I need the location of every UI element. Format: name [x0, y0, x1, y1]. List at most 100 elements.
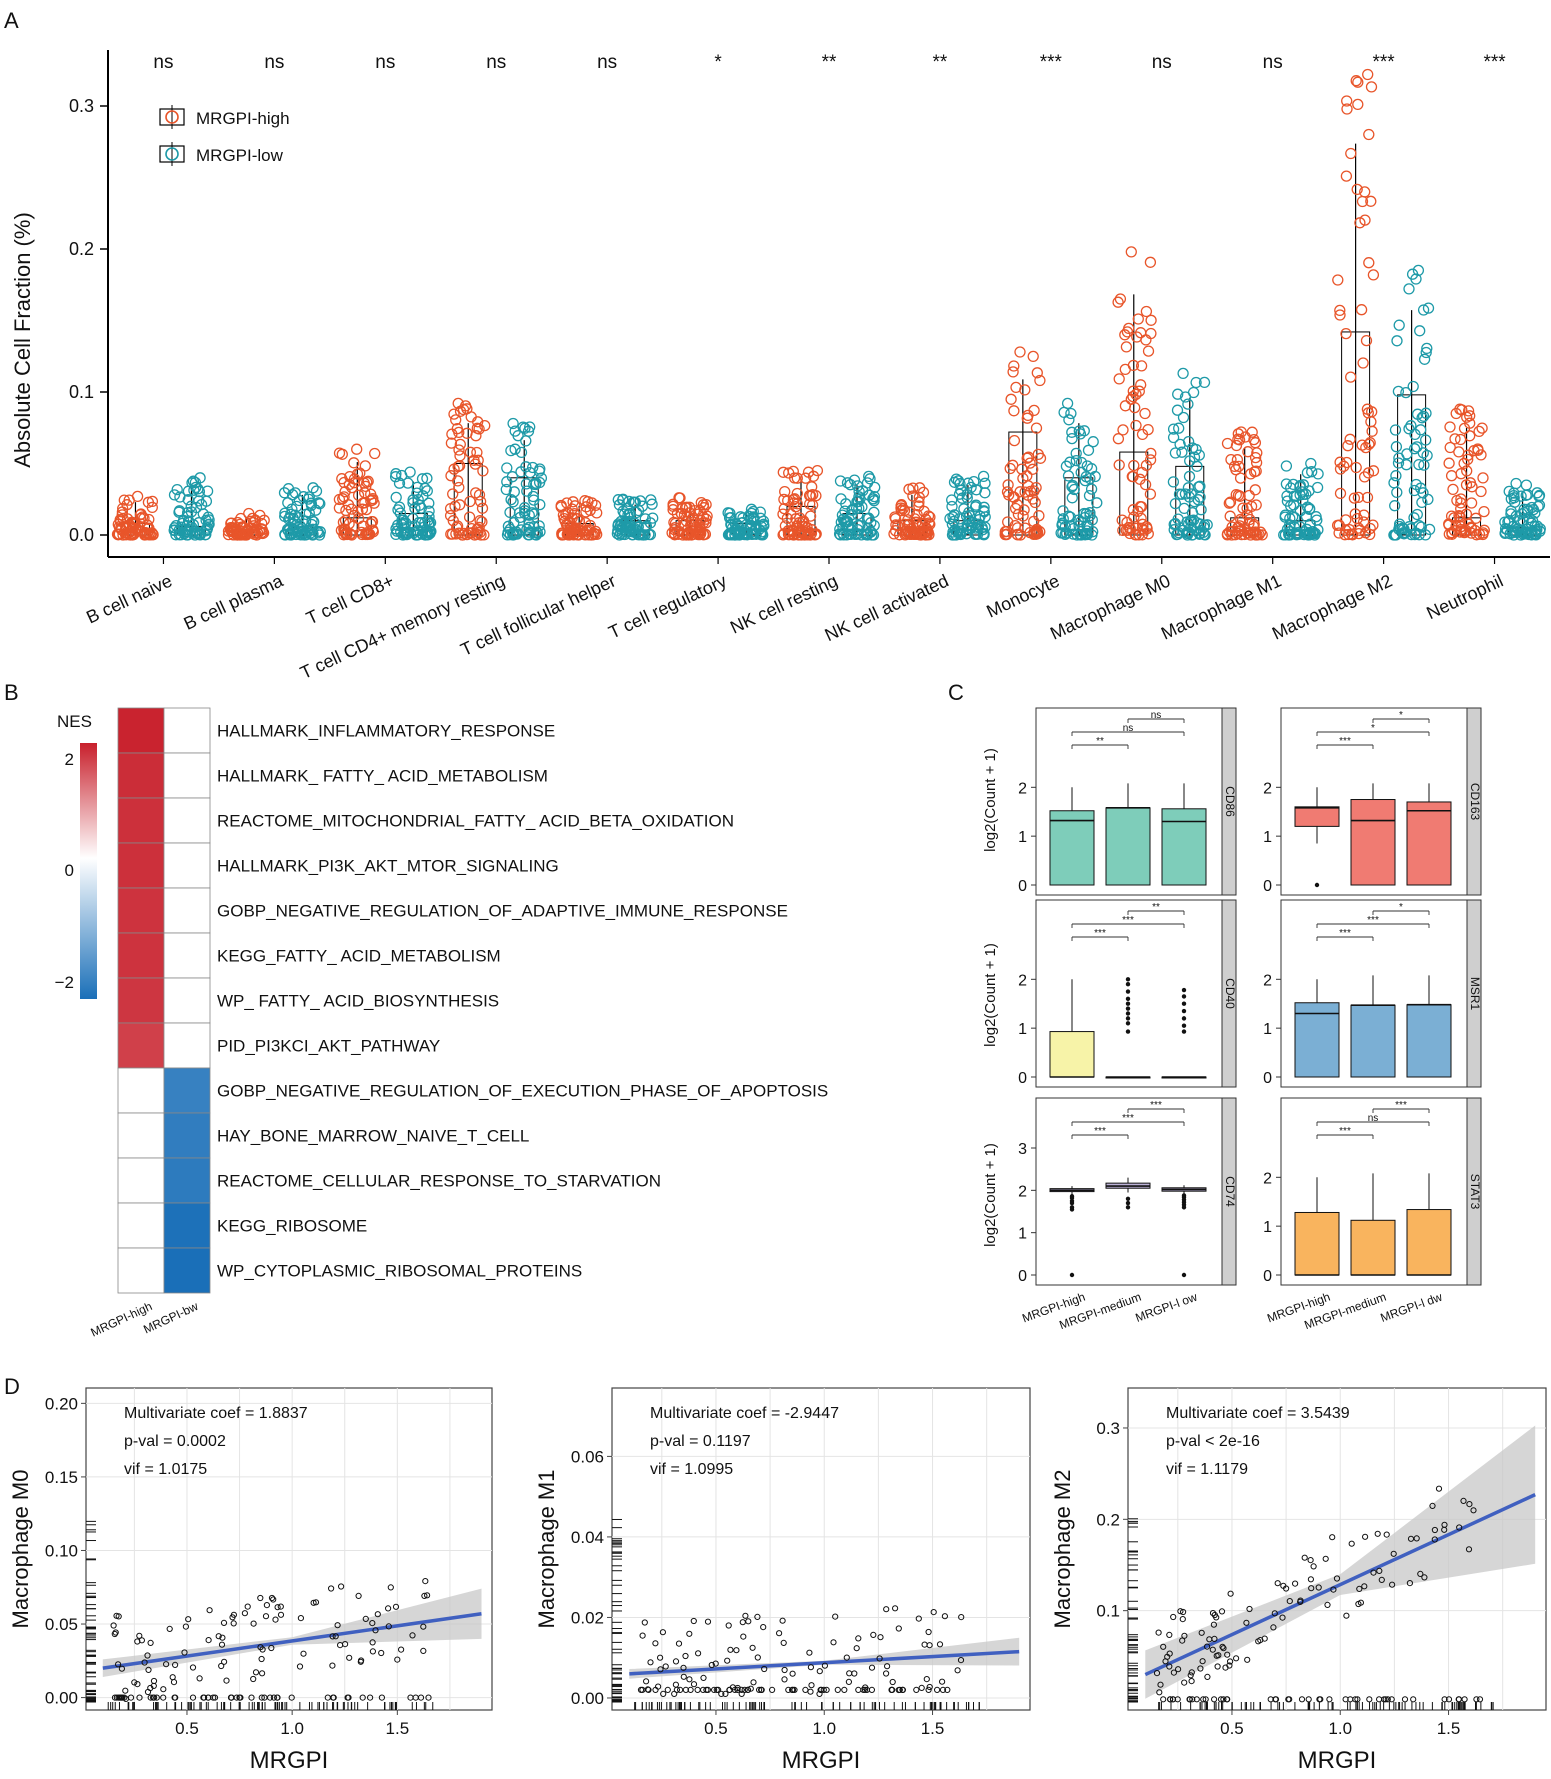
data-point: [1085, 483, 1098, 495]
data-point: [755, 520, 767, 533]
data-point: [1135, 327, 1147, 339]
data-point: [369, 447, 381, 460]
data-point: [1459, 526, 1472, 538]
data-point: [1066, 492, 1078, 504]
data-point: [1525, 517, 1537, 529]
data-point: [899, 1686, 906, 1694]
data-point: [1145, 447, 1157, 460]
data-point: [1160, 1643, 1167, 1650]
box: [1161, 808, 1207, 886]
data-point: [1153, 1670, 1161, 1677]
data-point: [330, 1694, 337, 1701]
dot-group: [722, 503, 770, 541]
data-point: [1214, 1663, 1221, 1670]
data-point: [251, 529, 263, 541]
data-point: [404, 526, 417, 539]
data-point: [531, 527, 544, 539]
data-point: [179, 524, 192, 536]
data-point: [1167, 423, 1180, 435]
data-point: [160, 1686, 167, 1693]
data-point: [1413, 458, 1425, 471]
data-point: [1231, 454, 1244, 466]
data-point: [1181, 1679, 1188, 1686]
data-point: [612, 494, 624, 506]
data-point: [1228, 460, 1241, 473]
data-point: [1139, 407, 1151, 420]
data-point: [1070, 454, 1082, 467]
data-point: [1113, 373, 1125, 385]
data-point: [1460, 1497, 1467, 1505]
data-point: [843, 1654, 850, 1661]
data-point: [870, 1631, 877, 1639]
data-point: [1251, 447, 1263, 459]
data-point: [591, 528, 603, 541]
data-point: [668, 516, 680, 529]
data-point: [520, 461, 532, 473]
data-point: [358, 1657, 365, 1664]
data-point: [402, 477, 414, 489]
data-point: [1533, 499, 1546, 511]
data-point: [1389, 500, 1401, 512]
data-point: [961, 492, 973, 504]
data-point: [308, 516, 320, 528]
data-point: [534, 498, 546, 511]
data-point: [668, 527, 681, 540]
data-point: [470, 487, 482, 499]
data-point: [1417, 1570, 1424, 1578]
data-point: [1361, 491, 1374, 504]
data-point: [741, 1686, 748, 1694]
sig-label: ***: [1122, 1113, 1134, 1124]
data-point: [779, 1617, 786, 1624]
data-point: [1400, 459, 1413, 471]
data-point: [695, 1650, 702, 1657]
data-point: [1520, 489, 1532, 501]
data-point: [172, 1694, 179, 1701]
data-point: [1027, 350, 1039, 363]
data-point: [779, 485, 791, 498]
data-point: [512, 430, 524, 442]
data-point: [1416, 412, 1428, 424]
data-point: [781, 512, 793, 525]
y-tick-label: 0.02: [571, 1608, 604, 1627]
box: [1105, 807, 1151, 886]
data-point: [1057, 513, 1069, 525]
outlier-point: [1125, 1006, 1131, 1011]
data-point: [1350, 461, 1362, 474]
sig-label: ns: [1123, 723, 1134, 734]
y-tick-label: 1: [1018, 829, 1027, 846]
data-point: [1230, 439, 1243, 452]
data-point: [476, 516, 488, 528]
data-point: [369, 1620, 376, 1627]
data-point: [783, 467, 795, 479]
facet-strip-label: CD74: [1223, 1176, 1237, 1207]
data-point: [1408, 512, 1420, 524]
facet-stat3: STAT3 0 1 2 *** ns ***: [1263, 1097, 1482, 1286]
data-point: [1477, 472, 1489, 484]
sig-label: *: [1399, 710, 1403, 721]
data-point: [722, 1690, 729, 1698]
data-point: [1182, 435, 1195, 448]
facet-strip: [1466, 707, 1482, 896]
data-point: [615, 527, 627, 539]
data-point: [807, 1664, 815, 1671]
data-point: [348, 457, 360, 469]
data-point: [1410, 1696, 1417, 1703]
data-point: [142, 496, 155, 508]
outlier-point: [1125, 977, 1131, 982]
data-point: [417, 1694, 425, 1701]
data-point: [193, 528, 205, 540]
x-tick-label: 1.0: [1328, 1719, 1352, 1738]
data-point: [930, 1609, 937, 1616]
y-tick-label: 0.04: [571, 1528, 604, 1547]
data-point: [806, 1649, 813, 1656]
data-point: [1352, 491, 1365, 504]
data-point: [1306, 466, 1318, 478]
data-point: [210, 1694, 217, 1701]
data-point: [1408, 484, 1421, 497]
data-point: [1112, 433, 1125, 445]
data-point: [1307, 1576, 1315, 1583]
heatmap-cell: [117, 797, 165, 844]
data-point: [1390, 470, 1402, 482]
data-point: [680, 1664, 687, 1671]
data-point: [1406, 1580, 1414, 1587]
